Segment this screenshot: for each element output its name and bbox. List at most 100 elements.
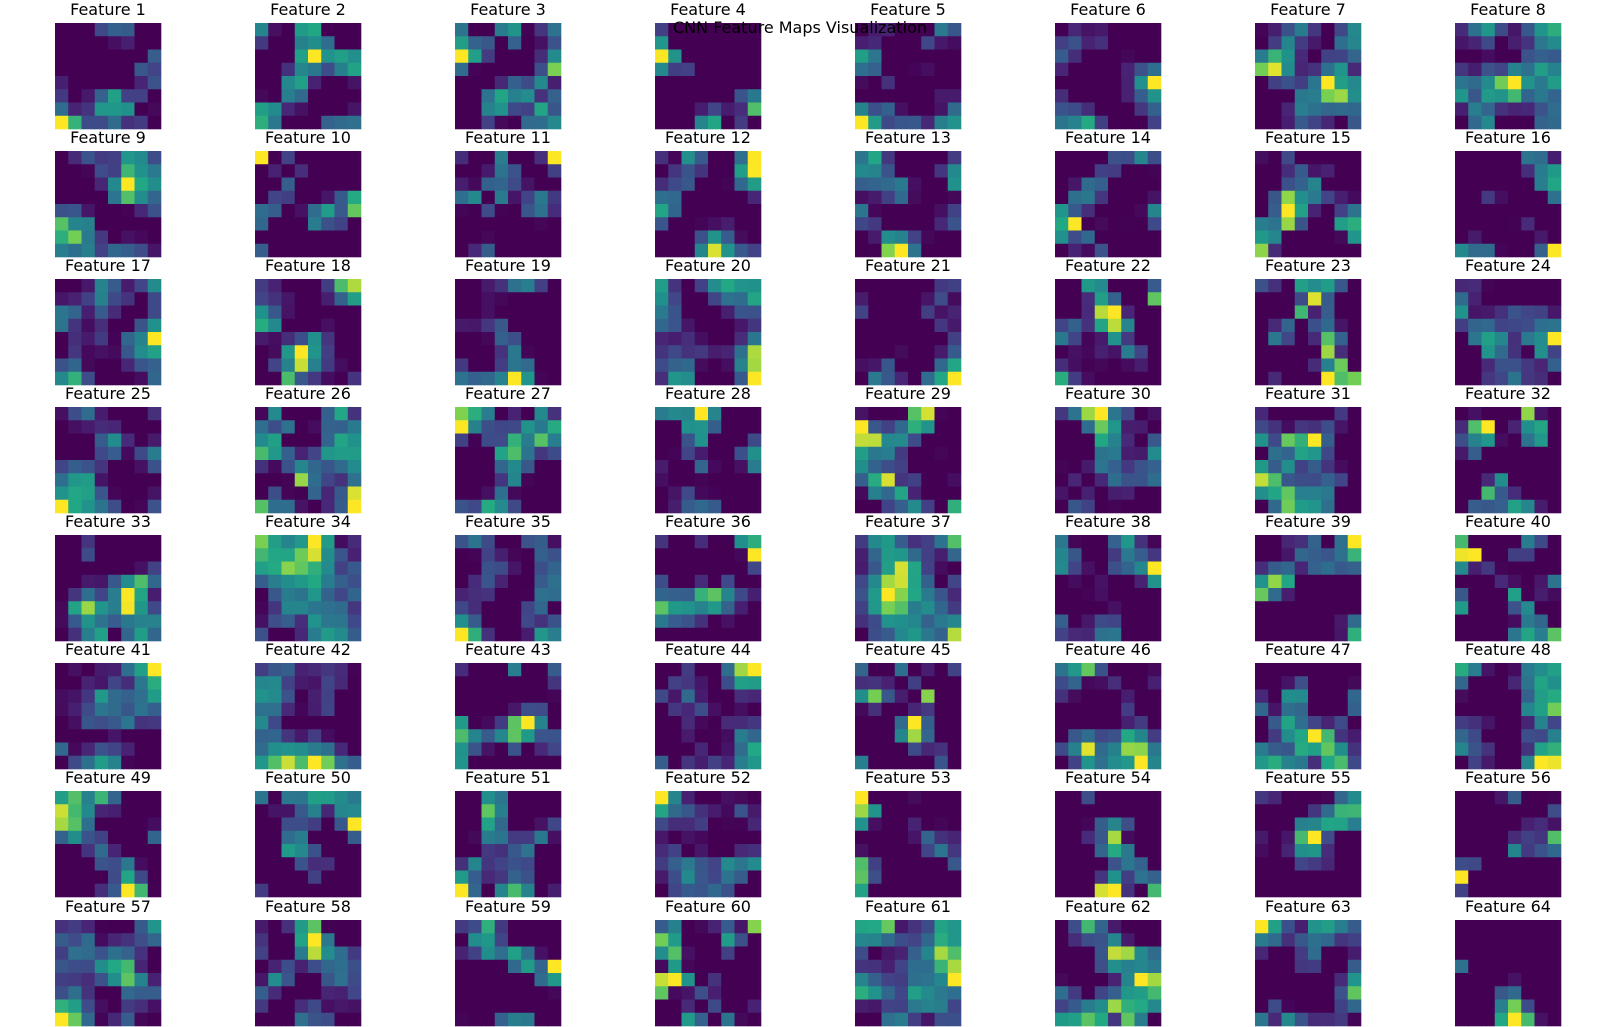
heatmap-cell [747,332,762,346]
heatmap-cell [1534,499,1549,514]
heatmap-cell [1255,115,1269,130]
heatmap-cell [134,36,149,50]
heatmap-cell [855,548,869,562]
heatmap-cell [147,716,162,730]
heatmap-cell [1094,420,1109,434]
heatmap-cell [681,62,696,77]
heatmap-cell [908,164,922,178]
heatmap-cell [1347,49,1362,64]
heatmap-cell [1094,999,1109,1014]
heatmap-cell [55,588,69,602]
heatmap-cell [468,243,482,258]
heatmap-cell [94,460,109,474]
heatmap-cell [534,588,549,602]
heatmap-cell [455,318,469,333]
heatmap-cell [1255,292,1269,306]
heatmap-cell [68,999,82,1014]
heatmap-cell [1255,433,1269,448]
heatmap-cell [281,217,296,231]
heatmap-cell [521,76,535,90]
heatmap-cell [1521,164,1535,178]
heatmap-cell [1121,89,1135,103]
heatmap-cell [1547,870,1562,885]
heatmap-cell [1268,151,1282,165]
heatmap-cell [881,345,896,359]
heatmap-cell [881,433,896,448]
heatmap-cell [855,729,869,743]
heatmap-cell [1255,62,1269,77]
heatmap-cell [481,243,496,258]
heatmap-cell [747,62,762,77]
heatmap-cell [1068,1012,1082,1027]
heatmap-cell [521,933,535,947]
heatmap-cell [134,933,149,947]
heatmap-cell [347,548,362,562]
heatmap-cell [108,817,122,832]
heatmap-cell [1308,791,1322,805]
heatmap-cell [1508,318,1522,333]
heatmap-cell [1081,36,1096,50]
heatmap-cell [747,601,762,615]
heatmap-cell [94,574,109,589]
heatmap-cell [855,292,869,306]
heatmap-cell [321,844,335,858]
heatmap-cell [55,755,69,770]
heatmap-cell [1547,791,1562,805]
heatmap-cell [1347,89,1362,103]
heatmap-cell [1094,446,1109,461]
heatmap-cell [534,614,549,629]
heatmap-cell [855,986,869,1000]
heatmap-cell [721,986,735,1000]
heatmap-cell [1481,279,1496,293]
heatmap-cell [1534,89,1549,103]
heatmap-cell [1534,959,1549,974]
heatmap-cell [947,305,962,320]
heatmap-cell [1108,689,1122,704]
heatmap-cell [1081,460,1096,474]
heatmap-cell [1321,614,1335,629]
heatmap-cell [1081,946,1096,961]
heatmap-cell [1134,574,1149,589]
heatmap-cell [1147,217,1162,231]
heatmap-cell [734,946,749,961]
heatmap-cell [547,946,562,961]
heatmap-cell [468,755,482,770]
heatmap-cell [1468,292,1482,306]
heatmap-cell [268,883,282,898]
heatmap-cell [1081,305,1096,320]
heatmap-cell [1068,574,1082,589]
heatmap-cell [1468,332,1482,346]
heatmap-cell [908,689,922,704]
heatmap-cell [1121,959,1135,974]
heatmap-cell [1121,716,1135,730]
heatmap-cell [508,729,522,743]
heatmap-cell [721,844,735,858]
heatmap-cell [1108,292,1122,306]
heatmap-cell [908,804,922,818]
feature-map-title: Feature 31 [1265,384,1351,403]
heatmap-cell [321,817,335,832]
heatmap-cell [508,601,522,615]
heatmap-cell [308,89,322,103]
heatmap-cell [894,371,909,386]
heatmap-cell [134,358,149,373]
heatmap-cell [347,371,362,386]
heatmap-cell [321,292,335,306]
heatmap-cell [721,548,735,562]
heatmap-cell [1055,292,1069,306]
heatmap-cell [121,190,135,205]
heatmap-cell [868,190,882,205]
heatmap-cell [1121,676,1135,690]
heatmap-cell [94,870,109,885]
heatmap-cell [321,574,335,589]
heatmap-cell [1455,217,1469,231]
heatmap-cell [1308,817,1322,832]
heatmap-cell [121,151,135,165]
heatmap-cell [494,676,509,690]
heatmap-cell [747,857,762,871]
heatmap-cell [1268,243,1282,258]
heatmap-cell [108,49,122,64]
heatmap-cell [1294,663,1309,677]
heatmap-cell [668,999,682,1014]
heatmap-cell [94,407,109,421]
